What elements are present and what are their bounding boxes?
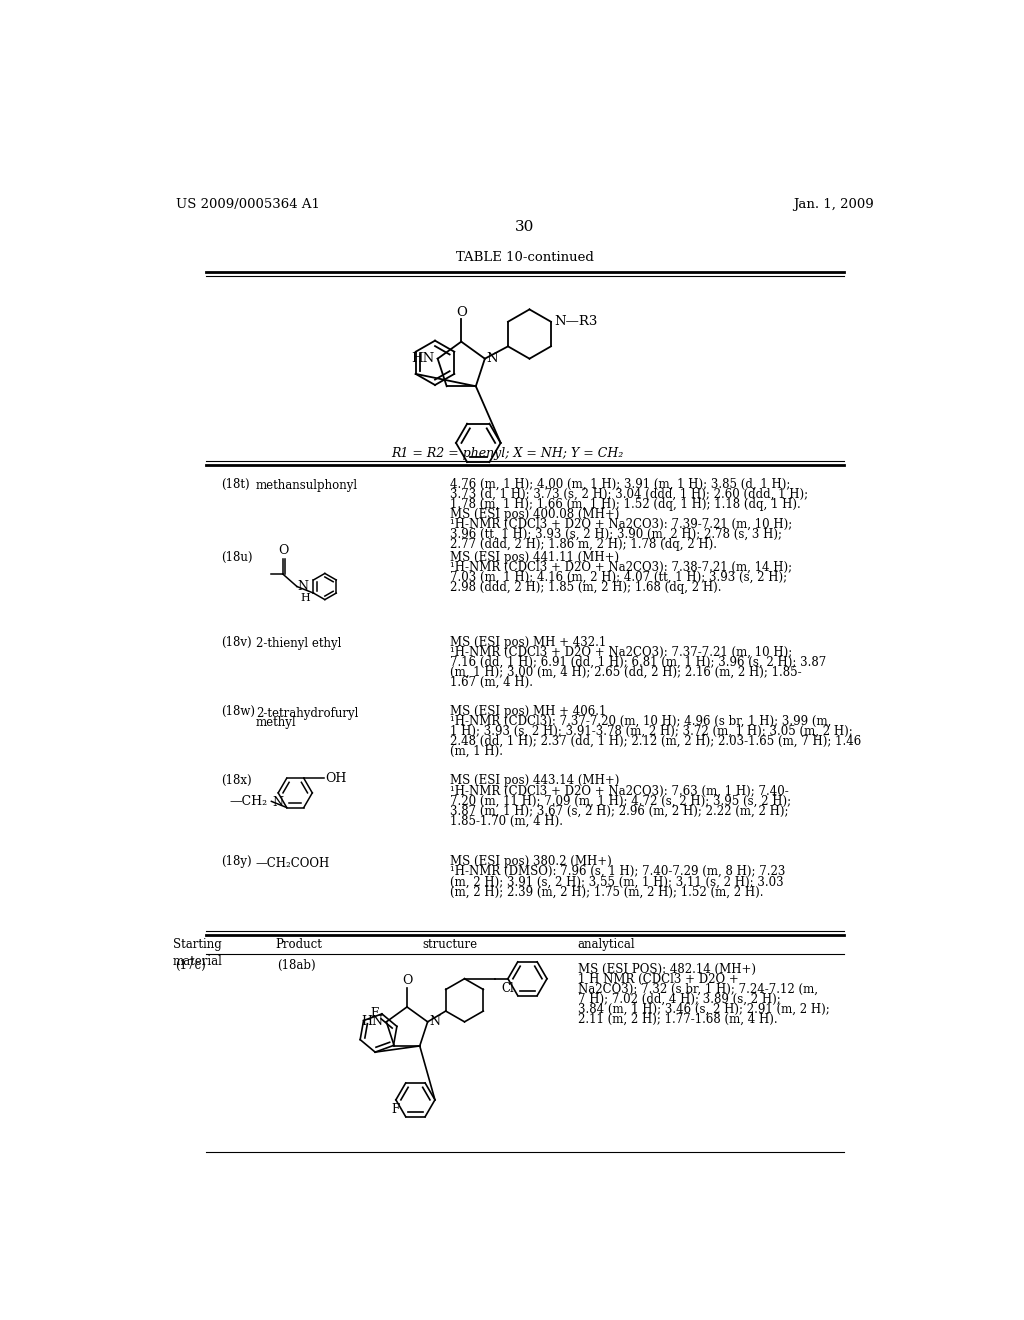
Text: 30: 30 (515, 220, 535, 234)
Text: (m, 2 H); 3.91 (s, 2 H); 3.55 (m, 1 H); 3.11 (s, 2 H); 3.03: (m, 2 H); 3.91 (s, 2 H); 3.55 (m, 1 H); … (450, 875, 783, 888)
Text: (17c): (17c) (175, 960, 206, 973)
Text: MS (ESI pos) 443.14 (MH+): MS (ESI pos) 443.14 (MH+) (450, 775, 618, 788)
Text: O: O (456, 306, 467, 319)
Text: (18u): (18u) (221, 552, 253, 564)
Text: N: N (486, 352, 498, 366)
Text: ¹H-NMR (CDCl3 + D2O + Na2CO3): 7.37-7.21 (m, 10 H);: ¹H-NMR (CDCl3 + D2O + Na2CO3): 7.37-7.21… (450, 645, 792, 659)
Text: 1.85-1.70 (m, 4 H).: 1.85-1.70 (m, 4 H). (450, 814, 562, 828)
Text: 2.77 (ddd, 2 H); 1.86 m, 2 H); 1.78 (dq, 2 H).: 2.77 (ddd, 2 H); 1.86 m, 2 H); 1.78 (dq,… (450, 539, 717, 550)
Text: Jan. 1, 2009: Jan. 1, 2009 (793, 198, 873, 211)
Text: 3.87 (m, 1 H); 3.67 (s, 2 H); 2.96 (m, 2 H); 2.22 (m, 2 H);: 3.87 (m, 1 H); 3.67 (s, 2 H); 2.96 (m, 2… (450, 804, 788, 817)
Text: 2-tetrahydrofuryl: 2-tetrahydrofuryl (256, 706, 358, 719)
Text: H: H (301, 593, 310, 603)
Text: 7 H); 7.02 (dd, 4 H); 3.89 (s, 2 H);: 7 H); 7.02 (dd, 4 H); 3.89 (s, 2 H); (578, 993, 780, 1006)
Text: O: O (401, 974, 413, 987)
Text: MS (ESI pos) MH + 432.1: MS (ESI pos) MH + 432.1 (450, 636, 606, 649)
Text: structure: structure (423, 939, 477, 952)
Text: 3.96 (tt, 1 H); 3.93 (s, 2 H); 3.90 (m, 2 H); 2.78 (s, 3 H);: 3.96 (tt, 1 H); 3.93 (s, 2 H); 3.90 (m, … (450, 528, 781, 541)
Text: (18y): (18y) (221, 855, 252, 869)
Text: US 2009/0005364 A1: US 2009/0005364 A1 (176, 198, 319, 211)
Text: OH: OH (325, 772, 346, 784)
Text: ¹H-NMR (DMSO): 7.96 (s, 1 H); 7.40-7.29 (m, 8 H); 7.23: ¹H-NMR (DMSO): 7.96 (s, 1 H); 7.40-7.29 … (450, 866, 785, 878)
Text: 1 H); 3.93 (s, 2 H); 3.91-3.78 (m, 2 H); 3.72 (m, 1 H); 3.05 (m, 2 H);: 1 H); 3.93 (s, 2 H); 3.91-3.78 (m, 2 H);… (450, 725, 852, 738)
Text: N—R3: N—R3 (554, 315, 597, 329)
Text: MS (ESI pos) 400.08 (MH+): MS (ESI pos) 400.08 (MH+) (450, 508, 618, 521)
Text: 1.78 (m, 1 H); 1.66 (m, 1 H); 1.52 (dq, 1 H); 1.18 (dq, 1 H).: 1.78 (m, 1 H); 1.66 (m, 1 H); 1.52 (dq, … (450, 498, 801, 511)
Text: O: O (279, 544, 289, 557)
Text: 7.20 (m, 11 H); 7.09 (m, 1 H); 4.72 (s, 2 H); 3.95 (s, 2 H);: 7.20 (m, 11 H); 7.09 (m, 1 H); 4.72 (s, … (450, 795, 791, 808)
Text: methansulphonyl: methansulphonyl (256, 479, 358, 492)
Text: N: N (272, 796, 284, 809)
Text: 2.48 (dd, 1 H); 2.37 (dd, 1 H); 2.12 (m, 2 H); 2.03-1.65 (m, 7 H); 1.46: 2.48 (dd, 1 H); 2.37 (dd, 1 H); 2.12 (m,… (450, 735, 861, 748)
Text: 1 H NMR (CDCl3 + D2O +: 1 H NMR (CDCl3 + D2O + (578, 973, 738, 986)
Text: HN: HN (412, 352, 434, 366)
Text: Product: Product (275, 939, 323, 952)
Text: TABLE 10-continued: TABLE 10-continued (456, 251, 594, 264)
Text: 2-thienyl ethyl: 2-thienyl ethyl (256, 638, 341, 651)
Text: R1 = R2 = phenyl; X = NH; Y = CH₂: R1 = R2 = phenyl; X = NH; Y = CH₂ (391, 447, 624, 461)
Text: (m, 1 H).: (m, 1 H). (450, 744, 503, 758)
Text: 7.16 (dd, 1 H); 6.91 (dd, 1 H); 6.81 (m, 1 H); 3.96 (s, 2 H); 3.87: 7.16 (dd, 1 H); 6.91 (dd, 1 H); 6.81 (m,… (450, 656, 826, 669)
Text: (m, 1 H); 3.00 (m, 4 H); 2.65 (dd, 2 H); 2.16 (m, 2 H); 1.85-: (m, 1 H); 3.00 (m, 4 H); 2.65 (dd, 2 H);… (450, 665, 801, 678)
Text: F: F (371, 1007, 379, 1020)
Text: —CH₂: —CH₂ (229, 795, 267, 808)
Text: ¹H-NMR (CDCl3): 7.37-7.20 (m, 10 H); 4.96 (s br, 1 H); 3.99 (m,: ¹H-NMR (CDCl3): 7.37-7.20 (m, 10 H); 4.9… (450, 715, 831, 729)
Text: N: N (298, 579, 308, 593)
Text: (m, 2 H); 2.39 (m, 2 H); 1.75 (m, 2 H); 1.52 (m, 2 H).: (m, 2 H); 2.39 (m, 2 H); 1.75 (m, 2 H); … (450, 886, 763, 899)
Text: ¹H-NMR (CDCl3 + D2O + Na2CO3): 7.63 (m, 1 H); 7.40-: ¹H-NMR (CDCl3 + D2O + Na2CO3): 7.63 (m, … (450, 784, 788, 797)
Text: F: F (392, 1104, 400, 1115)
Text: Starting
material: Starting material (173, 939, 223, 969)
Text: Cl: Cl (502, 982, 514, 995)
Text: 4.76 (m, 1 H); 4.00 (m, 1 H); 3.91 (m, 1 H); 3.85 (d, 1 H);: 4.76 (m, 1 H); 4.00 (m, 1 H); 3.91 (m, 1… (450, 478, 790, 491)
Text: 2.11 (m, 2 H); 1.77-1.68 (m, 4 H).: 2.11 (m, 2 H); 1.77-1.68 (m, 4 H). (578, 1014, 777, 1026)
Text: (18ab): (18ab) (278, 960, 316, 973)
Text: Na2CO3): 7.32 (s br, 1 H); 7.24-7.12 (m,: Na2CO3): 7.32 (s br, 1 H); 7.24-7.12 (m, (578, 983, 817, 997)
Text: 2.98 (ddd, 2 H); 1.85 (m, 2 H); 1.68 (dq, 2 H).: 2.98 (ddd, 2 H); 1.85 (m, 2 H); 1.68 (dq… (450, 581, 721, 594)
Text: ¹H-NMR (CDCl3 + D2O + Na2CO3): 7.39-7.21 (m, 10 H);: ¹H-NMR (CDCl3 + D2O + Na2CO3): 7.39-7.21… (450, 517, 792, 531)
Text: HN: HN (361, 1015, 383, 1028)
Text: 3.73 (d, 1 H); 3.73 (s, 2 H); 3.04 (ddd, 1 H); 2.60 (ddd, 1 H);: 3.73 (d, 1 H); 3.73 (s, 2 H); 3.04 (ddd,… (450, 488, 808, 502)
Text: 7.03 (m, 1 H); 4.16 (m, 2 H); 4.07 (tt, 1 H); 3.93 (s, 2 H);: 7.03 (m, 1 H); 4.16 (m, 2 H); 4.07 (tt, … (450, 572, 786, 585)
Text: 3.84 (m, 1 H); 3.46 (s, 2 H); 2.91 (m, 2 H);: 3.84 (m, 1 H); 3.46 (s, 2 H); 2.91 (m, 2… (578, 1003, 829, 1016)
Text: ¹H-NMR (CDCl3 + D2O + Na2CO3): 7.38-7.21 (m, 14 H);: ¹H-NMR (CDCl3 + D2O + Na2CO3): 7.38-7.21… (450, 561, 792, 574)
Text: 1.67 (m, 4 H).: 1.67 (m, 4 H). (450, 676, 532, 689)
Text: N: N (429, 1015, 440, 1028)
Text: methyl: methyl (256, 715, 297, 729)
Text: (18v): (18v) (221, 636, 252, 649)
Text: —CH₂COOH: —CH₂COOH (256, 857, 330, 870)
Text: MS (ESI pos) 441.11 (MH+): MS (ESI pos) 441.11 (MH+) (450, 552, 618, 564)
Text: MS (ESI POS): 482.14 (MH+): MS (ESI POS): 482.14 (MH+) (578, 964, 756, 975)
Text: MS (ESI pos) 380.2 (MH+): MS (ESI pos) 380.2 (MH+) (450, 855, 611, 869)
Text: MS (ESI pos) MH + 406.1: MS (ESI pos) MH + 406.1 (450, 705, 606, 718)
Text: (18w): (18w) (221, 705, 255, 718)
Text: (18t): (18t) (221, 478, 250, 491)
Text: analytical: analytical (578, 939, 635, 952)
Text: (18x): (18x) (221, 775, 252, 788)
